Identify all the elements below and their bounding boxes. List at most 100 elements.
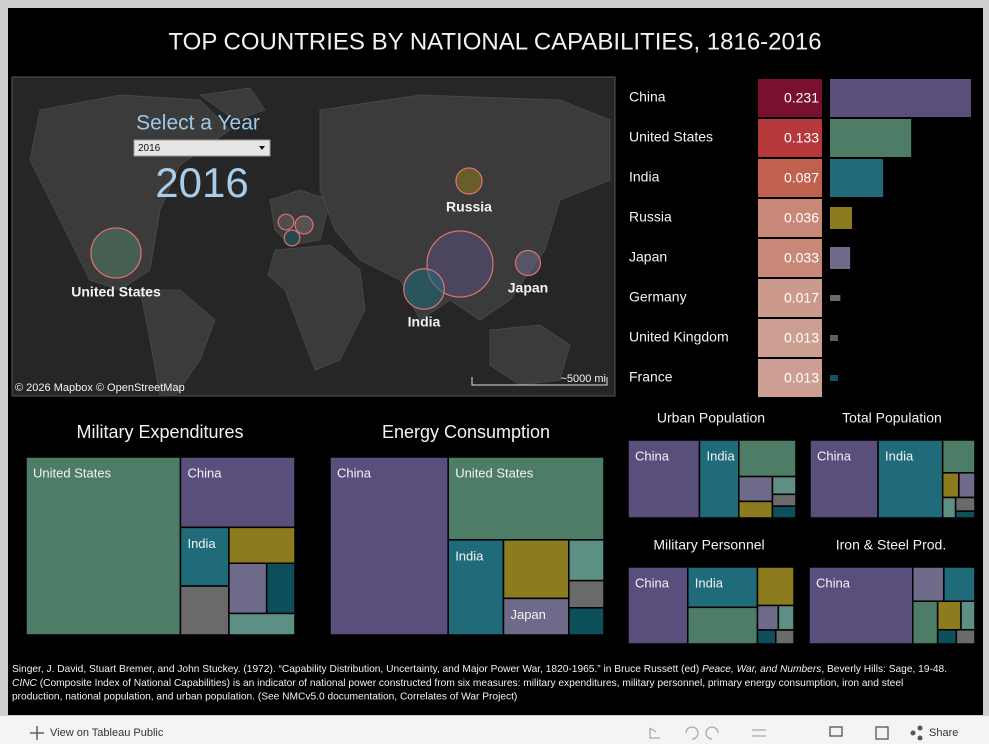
- treemap-cell: [774, 629, 795, 645]
- value-cell: [758, 359, 822, 397]
- note-line1: (Composite Index of National Capabilitie…: [37, 678, 903, 689]
- refresh[interactable]: [752, 729, 766, 737]
- treemap-cell: [756, 566, 795, 607]
- treemap-cell: [941, 439, 976, 474]
- view-on-tableau[interactable]: View on Tableau Public: [30, 726, 164, 740]
- citation: Singer, J. David, Stuart Bremer, and Joh…: [12, 664, 947, 675]
- treemap-cell: [941, 496, 957, 519]
- value-label: 0.017: [784, 290, 819, 306]
- country-label: Germany: [629, 289, 687, 305]
- share[interactable]: Share: [910, 725, 959, 741]
- undo[interactable]: [649, 727, 660, 739]
- treemap-cell: [179, 585, 230, 636]
- value-cell: [758, 119, 822, 157]
- map-attribution: © 2026 Mapbox © OpenStreetMap: [15, 382, 185, 394]
- treemap-cell: [228, 612, 296, 636]
- dropdown-box[interactable]: [133, 139, 271, 157]
- country-label: China: [629, 89, 666, 105]
- treemap-label: India: [455, 548, 484, 563]
- share-dot[interactable]: [917, 725, 923, 731]
- dropdown-arrow[interactable]: [259, 146, 265, 150]
- map-bubble: [403, 268, 445, 310]
- citation-end: , Beverly Hills: Sage, 19-48.: [821, 664, 947, 675]
- country-label: United States: [629, 129, 713, 145]
- toolbar-background: [0, 716, 989, 744]
- value-label: 0.013: [784, 370, 819, 386]
- treemap-label: United States: [33, 465, 112, 480]
- treemap-cell: [698, 439, 740, 519]
- treemap-title: Military Personnel: [653, 537, 764, 553]
- treemap-cell: [777, 604, 795, 631]
- country-label: Russia: [629, 209, 672, 225]
- treemap-cell: [265, 562, 296, 615]
- map-label: United States: [71, 284, 161, 300]
- fullscreen[interactable]: [875, 726, 889, 740]
- treemap-cell: [447, 539, 505, 636]
- treemap-label: India: [695, 575, 724, 590]
- treemap-cell: [228, 526, 296, 564]
- citation-start: Singer, J. David, Stuart Bremer, and Joh…: [12, 664, 702, 675]
- value-cell: [758, 279, 822, 317]
- treemap-cell: [568, 607, 605, 636]
- treemap-cell: [447, 456, 605, 541]
- share-icon[interactable]: [910, 725, 923, 741]
- scale-label: ~5000 mi: [560, 373, 606, 385]
- treemap-cell: [771, 475, 797, 496]
- title: TOP COUNTRIES BY NATIONAL CAPABILITIES, …: [168, 28, 821, 55]
- revert[interactable]: [705, 726, 719, 740]
- share-dot[interactable]: [917, 735, 923, 741]
- scale-bar: [471, 377, 608, 386]
- value-label: 0.087: [784, 170, 819, 186]
- value-cell: [758, 159, 822, 197]
- bar: [830, 335, 838, 341]
- treemap-cell: [25, 456, 182, 636]
- value-cell: [758, 239, 822, 277]
- treemap-cell: [228, 562, 268, 615]
- treemap-cell: [756, 604, 780, 631]
- treemap-label: China: [816, 575, 851, 590]
- tableau-icon[interactable]: [30, 726, 44, 740]
- bar: [830, 79, 971, 117]
- treemap-cell: [936, 600, 962, 631]
- treemap-cell: [960, 600, 976, 631]
- share-dot[interactable]: [910, 730, 916, 736]
- map: [11, 76, 616, 397]
- value-label: 0.231: [784, 90, 819, 106]
- asia: [319, 94, 611, 321]
- year-dropdown[interactable]: 2016: [133, 139, 271, 157]
- country-label: France: [629, 369, 673, 385]
- treemap-cell: [912, 600, 939, 645]
- treemap-title: Energy Consumption: [382, 422, 550, 442]
- map-bubble: [283, 229, 301, 247]
- note-line2: production, national population, and urb…: [12, 692, 517, 703]
- country-label: United Kingdom: [629, 329, 729, 345]
- share-label[interactable]: Share: [929, 727, 958, 739]
- dropdown-value[interactable]: 2016: [138, 143, 161, 154]
- toolbar-icons: [649, 726, 889, 740]
- treemap-cell: [738, 500, 774, 519]
- value-cell: [758, 319, 822, 357]
- redo[interactable]: [685, 726, 699, 740]
- land: [29, 87, 611, 397]
- value-label: 0.033: [784, 250, 819, 266]
- bar: [830, 119, 912, 157]
- country-label: Japan: [629, 249, 667, 265]
- view-link[interactable]: View on Tableau Public: [50, 727, 164, 739]
- treemap-cell: [954, 510, 976, 519]
- map-marks: United States Russia India Japan: [71, 167, 548, 330]
- bar: [830, 375, 838, 381]
- treemap-label: India: [885, 448, 914, 463]
- treemap-title: Total Population: [842, 410, 942, 426]
- cinc: CINC: [12, 678, 38, 689]
- map-bubble: [514, 249, 542, 277]
- treemap-label: China: [635, 575, 670, 590]
- treemap-cell: [756, 629, 777, 645]
- treemap-cell: [954, 496, 976, 512]
- note: CINC (Composite Index of National Capabi…: [12, 678, 903, 689]
- charts: China 0.231 United States 0.133 India 0.087 Ru…: [25, 79, 976, 645]
- comment[interactable]: [829, 726, 843, 737]
- south-america: [139, 289, 216, 397]
- treemap-cell: [738, 439, 797, 478]
- treemap-cell: [877, 439, 944, 519]
